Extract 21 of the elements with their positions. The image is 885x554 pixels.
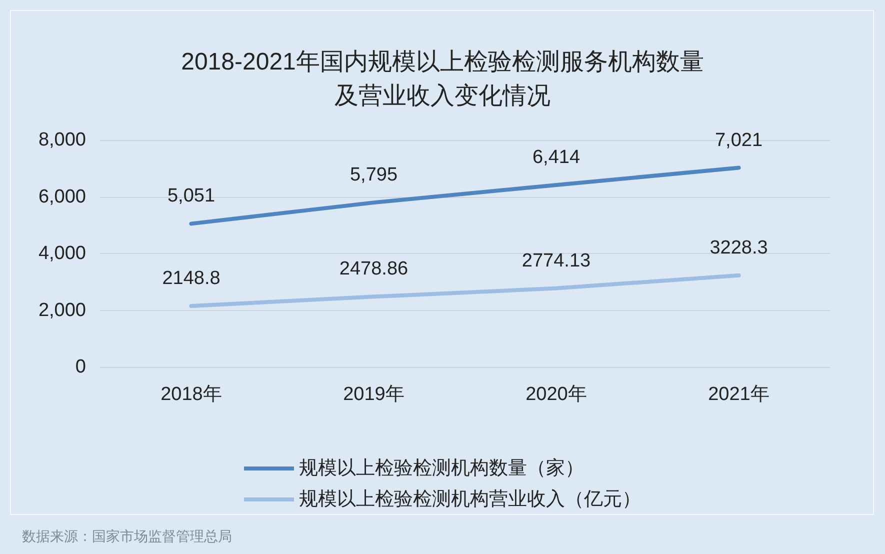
y-tick-label: 4,000 xyxy=(38,243,86,264)
legend-label: 规模以上检验检测机构数量（家） xyxy=(299,457,584,479)
x-tick-label: 2019年 xyxy=(343,384,404,405)
x-tick-label: 2021年 xyxy=(708,384,770,405)
y-tick-label: 6,000 xyxy=(38,186,86,208)
data-label: 3228.3 xyxy=(710,237,768,258)
chart-title: 2018-2021年国内规模以上检验检测服务机构数量及营业收入变化情况 xyxy=(181,48,704,110)
x-tick-label: 2018年 xyxy=(160,384,222,405)
data-label: 7,021 xyxy=(714,130,763,151)
legend-label: 规模以上检验检测机构营业收入（亿元） xyxy=(299,489,641,510)
x-tick-label: 2020年 xyxy=(526,384,587,405)
source-note: 数据来源：国家市场监督管理总局 xyxy=(22,528,232,546)
data-label: 5,795 xyxy=(350,164,398,186)
data-label: 2148.8 xyxy=(162,268,220,290)
data-label: 6,414 xyxy=(532,147,580,168)
y-tick-label: 8,000 xyxy=(38,130,86,150)
y-tick-label: 0 xyxy=(75,356,86,378)
data-label: 2478.86 xyxy=(339,258,408,280)
data-label: 2774.13 xyxy=(522,250,591,272)
data-label: 5,051 xyxy=(167,186,216,207)
y-tick-label: 2,000 xyxy=(38,300,86,321)
